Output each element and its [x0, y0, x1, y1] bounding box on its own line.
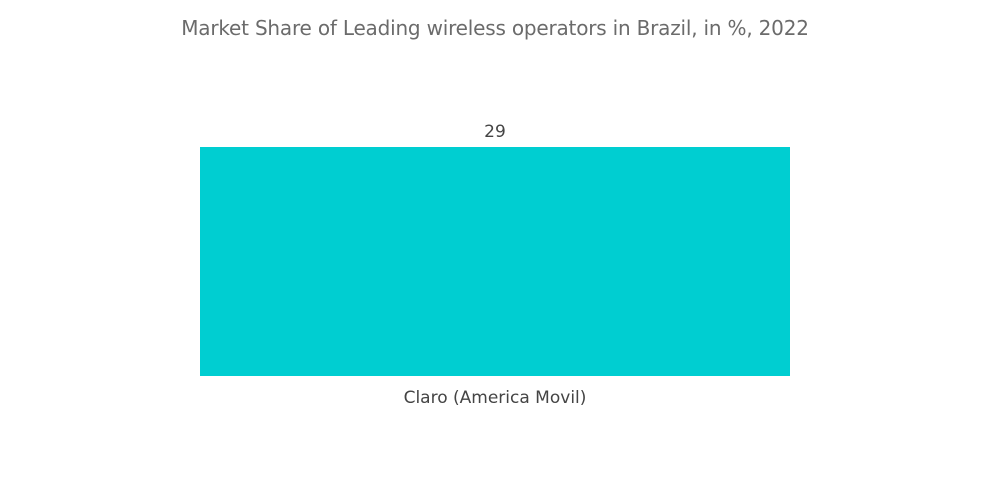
category-label-0: Claro (America Movil): [404, 388, 587, 408]
bars-group: 29 Claro (America Movil): [200, 122, 790, 408]
bar-0: [200, 147, 790, 376]
data-label-0: 29: [484, 122, 506, 142]
chart-title: Market Share of Leading wireless operato…: [181, 16, 809, 40]
